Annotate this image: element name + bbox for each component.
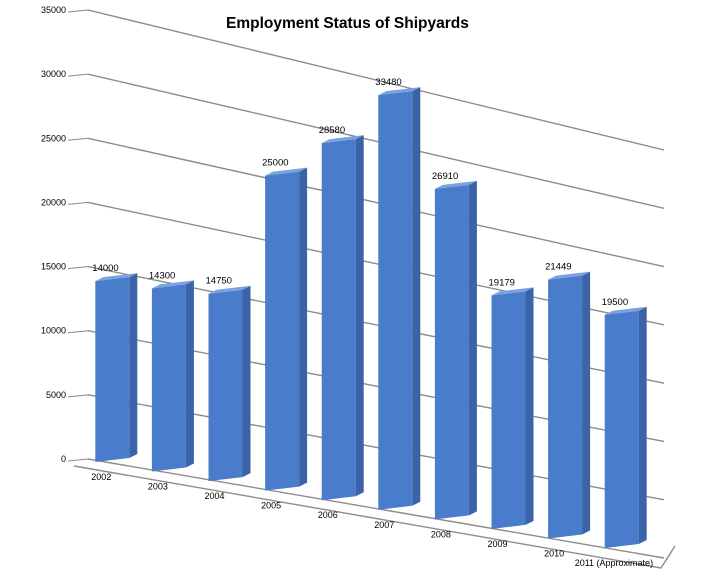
y-tick-mark (67, 394, 89, 398)
bar-side (129, 273, 138, 458)
data-label: 19500 (602, 297, 628, 308)
gridline-5 (87, 137, 665, 268)
bar-side (638, 306, 647, 544)
y-tick-label: 20000 (41, 197, 66, 207)
bar-front (434, 184, 469, 520)
y-tick-mark (67, 266, 89, 270)
y-tick-mark (67, 9, 89, 13)
y-tick-label: 15000 (41, 262, 66, 272)
bar-front (151, 284, 186, 472)
bar-top (604, 306, 647, 315)
gridline-7 (87, 9, 665, 151)
y-tick-label: 30000 (41, 69, 66, 79)
bar-top (378, 87, 421, 96)
bar-2008 (434, 180, 477, 520)
bar-side (525, 287, 534, 525)
y-tick-mark (67, 201, 89, 205)
x-tick-label: 2006 (318, 510, 338, 520)
bar-front (95, 277, 130, 462)
bar-side (468, 180, 477, 516)
bar-front (265, 171, 300, 491)
y-tick-mark (67, 458, 89, 462)
y-tick-label: 25000 (41, 133, 66, 143)
y-axis: 0 5000 10000 15000 20000 25000 30000 35000 (41, 5, 89, 464)
bar-2005 (265, 167, 308, 491)
x-tick-label: 2011 (Approximate) (575, 558, 653, 568)
bar-top (321, 135, 364, 144)
bar-2006 (321, 135, 364, 501)
y-tick-label: 10000 (41, 326, 66, 336)
bar-side (412, 87, 421, 506)
y-tick-label: 35000 (41, 5, 66, 15)
y-tick-label: 0 (61, 454, 66, 464)
bar-top (548, 271, 591, 280)
data-label: 28580 (319, 125, 345, 136)
x-tick-label: 2004 (205, 491, 225, 501)
y-tick-mark (67, 73, 89, 77)
data-label: 26910 (432, 171, 458, 182)
x-tick-label: 2003 (148, 482, 168, 492)
bar-top (265, 167, 308, 176)
bar-side (185, 280, 194, 468)
bar-front (491, 291, 526, 529)
bar-side (355, 135, 364, 497)
data-label: 19179 (489, 277, 515, 288)
bar-side (582, 271, 591, 535)
x-tick-label: 2009 (488, 539, 508, 549)
gridline-0 (87, 458, 665, 559)
bar-front (378, 91, 413, 510)
bar-front (321, 139, 356, 501)
data-label: 14000 (92, 263, 118, 274)
gridline-6 (87, 73, 665, 209)
data-label: 21449 (545, 262, 571, 273)
y-tick-label: 5000 (46, 390, 66, 400)
x-tick-label: 2002 (91, 472, 111, 482)
bar-front (548, 275, 583, 539)
bar-2009 (491, 287, 534, 529)
y-tick-mark (67, 330, 89, 334)
data-label: 14750 (206, 276, 232, 287)
bar-top (95, 273, 138, 282)
bar-2007 (378, 87, 421, 510)
bar-side (299, 167, 308, 487)
bar-top (491, 287, 534, 296)
x-tick-label: 2005 (261, 501, 281, 511)
data-label: 14300 (149, 270, 175, 281)
data-label: 33480 (375, 77, 401, 88)
bar-side (242, 285, 251, 478)
bar-2011 (Approximate) (604, 306, 647, 548)
x-tick-label: 2008 (431, 529, 451, 539)
bar-front (208, 289, 243, 482)
x-tick-label: 2010 (544, 548, 564, 558)
floor-line (73, 465, 676, 569)
bar-front (604, 310, 639, 548)
data-label: 25000 (262, 158, 288, 169)
bar-2003 (151, 280, 194, 472)
bar-top (434, 180, 477, 189)
bar-top (151, 280, 194, 289)
bar-2002 (95, 273, 138, 462)
bars (95, 87, 647, 548)
y-tick-mark (67, 137, 89, 141)
x-axis: 2002 2003 2004 2005 2006 2007 2008 2009 2010 2011… (91, 472, 653, 568)
chart-title: Employment Status of Shipyards (226, 15, 469, 32)
bar-2010 (548, 271, 591, 539)
data-labels: 14000 14300 14750 25000 28580 33480 26910 19179… (92, 77, 628, 308)
x-tick-label: 2007 (374, 520, 394, 530)
bar-2004 (208, 285, 251, 482)
bar-top (208, 285, 251, 294)
